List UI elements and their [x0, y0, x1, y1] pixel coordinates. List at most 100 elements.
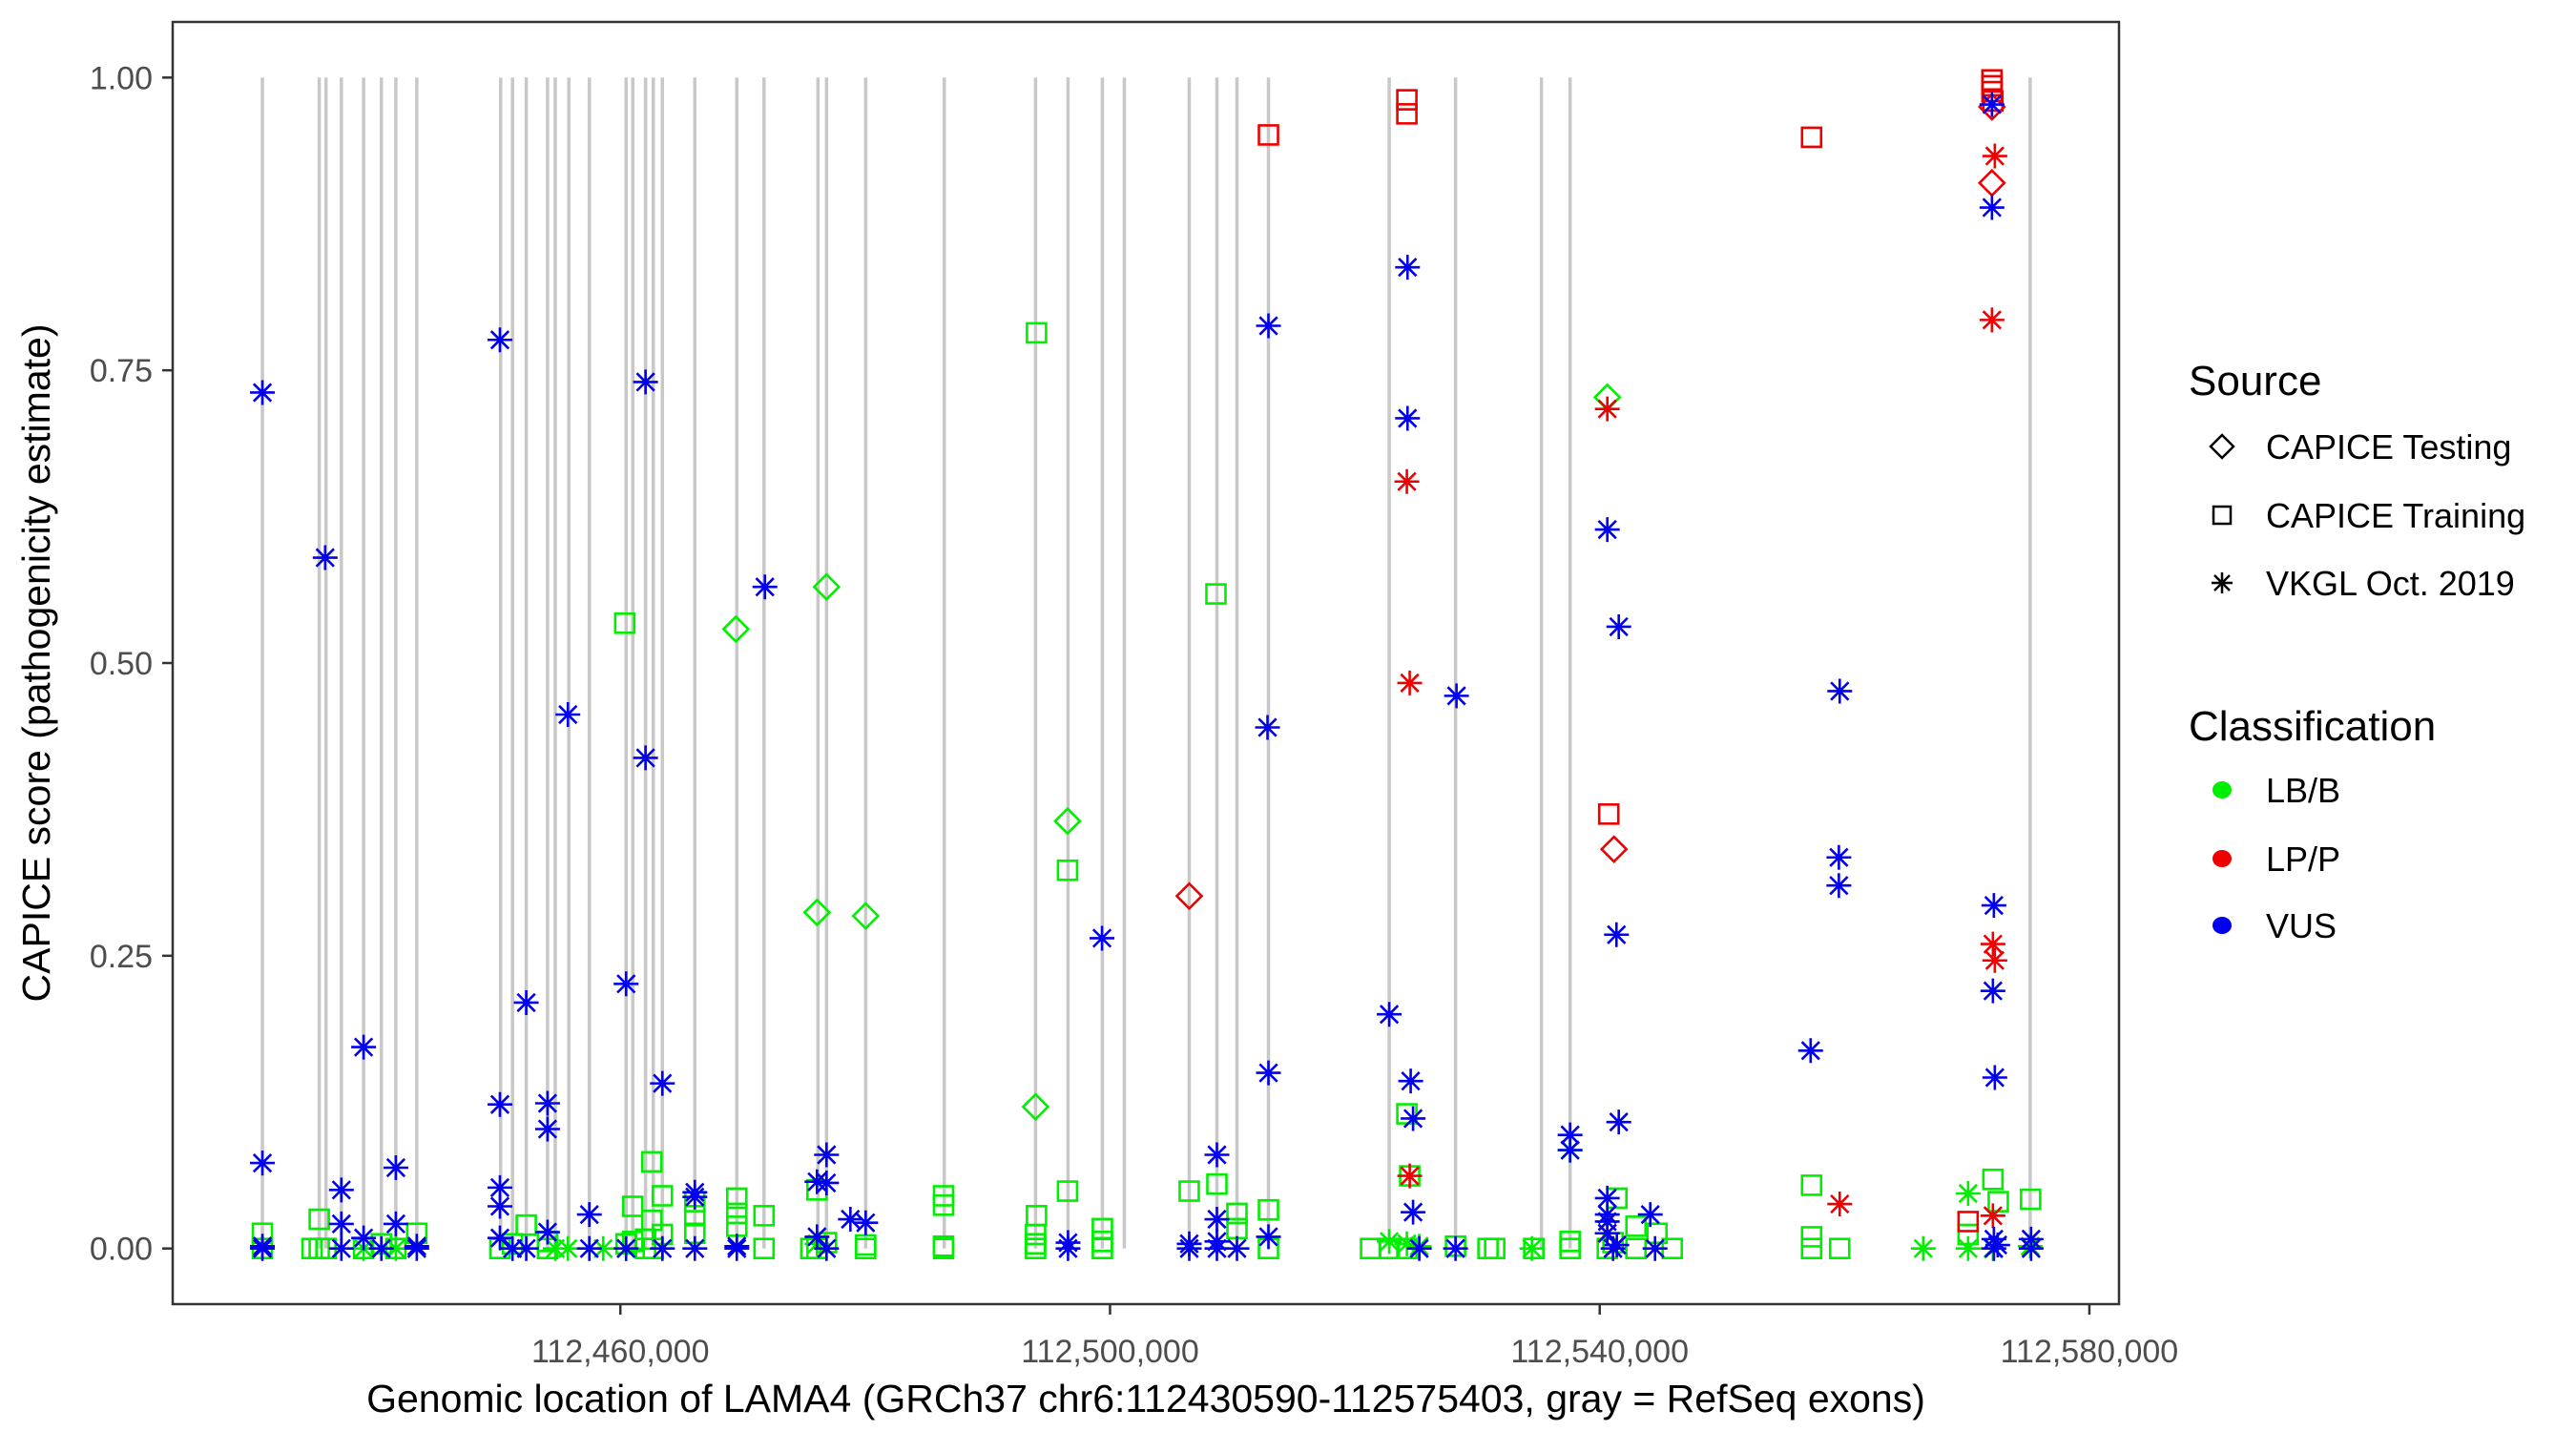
y-axis-title: CAPICE score (pathogenicity estimate) — [14, 324, 58, 1003]
point-asterisk — [1594, 1220, 1620, 1246]
point-square — [1205, 583, 1227, 605]
point-asterisk — [1594, 396, 1620, 422]
point-square — [651, 1185, 674, 1207]
point-square — [725, 1202, 748, 1225]
point-asterisk — [1255, 715, 1280, 740]
point-asterisk — [1594, 517, 1620, 543]
point-square — [1056, 1180, 1079, 1202]
point-asterisk — [1204, 1207, 1230, 1233]
point-asterisk — [383, 1235, 408, 1261]
point-square — [1206, 1172, 1228, 1195]
point-asterisk — [838, 1207, 863, 1233]
point-asterisk — [1979, 195, 2005, 220]
point-diamond — [1053, 806, 1082, 836]
point-asterisk — [328, 1211, 354, 1236]
point-diamond — [812, 572, 841, 602]
point-asterisk — [633, 369, 658, 395]
diamond-icon — [2209, 433, 2235, 460]
point-diamond — [1174, 881, 1204, 911]
point-asterisk — [1444, 683, 1469, 709]
point-asterisk — [1397, 670, 1423, 695]
exon-lines — [260, 77, 2032, 1249]
point-asterisk — [1827, 678, 1853, 704]
point-square — [1396, 103, 1418, 125]
legend-label: CAPICE Testing — [2266, 427, 2511, 467]
point-asterisk — [1606, 1110, 1631, 1135]
point-square — [1026, 321, 1048, 344]
point-asterisk — [1224, 1235, 1250, 1261]
point-asterisk — [1443, 1235, 1468, 1261]
legend-classification: Classification LB/B LP/P VUS — [2189, 703, 2436, 945]
point-asterisk — [650, 1235, 675, 1261]
point-diamond — [721, 614, 751, 644]
point-asterisk — [513, 1235, 539, 1261]
point-asterisk — [1394, 468, 1420, 494]
point-asterisk — [1979, 307, 2005, 333]
point-square — [1025, 1233, 1047, 1255]
point-asterisk — [250, 1234, 276, 1259]
point-asterisk — [1981, 893, 2006, 919]
point-asterisk — [487, 327, 512, 353]
point-asterisk — [487, 1225, 512, 1251]
point-asterisk — [351, 1034, 377, 1060]
point-asterisk — [613, 1235, 639, 1261]
point-asterisk — [1204, 1142, 1230, 1168]
legend-title-source: Source — [2189, 358, 2321, 404]
point-asterisk — [752, 574, 778, 600]
point-square — [1091, 1231, 1113, 1253]
legend-source: Source CAPICE Testing CAPICE Training VK… — [2189, 358, 2525, 603]
square-icon — [2212, 505, 2233, 526]
y-tick: 1.00 — [90, 60, 173, 96]
point-asterisk — [1980, 931, 2005, 957]
point-diamond — [1599, 835, 1629, 863]
point-asterisk — [328, 1177, 354, 1203]
point-asterisk — [1955, 1181, 1981, 1207]
point-asterisk — [1176, 1231, 1202, 1256]
point-diamond — [1021, 1092, 1050, 1122]
legend-item-vus: VUS — [2212, 906, 2337, 945]
point-asterisk — [555, 702, 581, 728]
point-asterisk — [1982, 947, 2007, 973]
legend-label: VUS — [2266, 906, 2337, 945]
point-asterisk — [487, 1193, 512, 1219]
legend-label: LP/P — [2266, 840, 2340, 879]
point-asterisk — [1377, 1002, 1402, 1027]
point-asterisk — [1826, 844, 1852, 870]
point-square — [932, 1193, 955, 1216]
point-asterisk — [543, 1235, 569, 1261]
x-tick: 112,540,000 — [1510, 1304, 1689, 1370]
x-tick: 112,500,000 — [1021, 1304, 1199, 1370]
legend-item-vkgl: VKGL Oct. 2019 — [2212, 564, 2515, 603]
point-asterisk — [1377, 1229, 1402, 1255]
point-square — [1226, 1202, 1248, 1225]
point-square — [1800, 1174, 1823, 1196]
point-square — [753, 1205, 776, 1227]
point-asterisk — [1982, 1065, 2007, 1090]
point-asterisk — [1910, 1235, 1936, 1261]
legend-label: CAPICE Training — [2266, 496, 2525, 535]
point-asterisk — [1090, 925, 1115, 951]
y-tick-label: 0.50 — [90, 646, 153, 682]
point-asterisk — [351, 1225, 377, 1251]
x-tick: 112,580,000 — [2001, 1304, 2178, 1370]
point-asterisk — [1826, 873, 1852, 899]
legend-item-capice-testing: CAPICE Testing — [2209, 427, 2511, 467]
point-asterisk — [1827, 1192, 1853, 1217]
legend-item-lp-p: LP/P — [2212, 840, 2340, 879]
x-tick-label: 112,500,000 — [1021, 1334, 1199, 1370]
point-square — [621, 1231, 644, 1253]
point-asterisk — [724, 1234, 750, 1259]
x-tick: 112,460,000 — [531, 1304, 710, 1370]
point-asterisk — [682, 1235, 708, 1261]
point-square — [1646, 1222, 1669, 1245]
point-square — [1800, 1226, 1823, 1248]
point-asterisk — [1557, 1122, 1583, 1148]
point-asterisk — [250, 1151, 276, 1176]
point-asterisk — [591, 1235, 616, 1261]
point-asterisk — [500, 1235, 526, 1261]
data-points — [250, 69, 2044, 1261]
point-asterisk — [368, 1235, 394, 1261]
point-square — [1800, 1237, 1823, 1259]
point-asterisk — [1557, 1137, 1583, 1163]
